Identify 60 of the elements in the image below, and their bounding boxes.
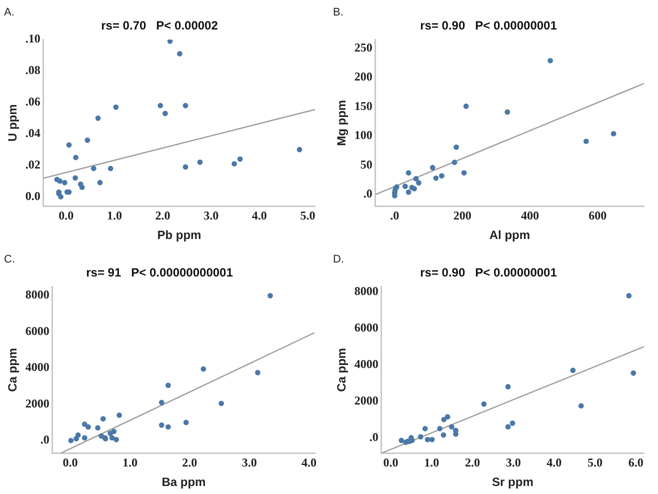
y-axis-title: U ppm — [6, 104, 20, 142]
y-tick-label: 4000 — [25, 360, 50, 374]
chart-subtitle: rs= 0.70 P< 0.00002 — [101, 18, 218, 33]
x-axis-title: Sr ppm — [492, 475, 534, 490]
y-tick-label: .0 — [369, 430, 378, 444]
chart-title: D. — [333, 254, 344, 266]
x-tick-label: 2.0 — [155, 208, 170, 222]
y-tick-label: 250 — [354, 40, 372, 54]
y-tick-label: .10 — [25, 32, 40, 46]
y-axis-title: Ca ppm — [334, 348, 349, 392]
y-tick-label: 2000 — [354, 393, 378, 408]
y-tick-label: 4000 — [354, 356, 378, 371]
x-tick-label: 0.0 — [62, 455, 78, 470]
x-tick-label: 4.0 — [302, 455, 317, 470]
x-tick-label: 1.0 — [122, 455, 138, 470]
x-tick-label: 0.0 — [383, 455, 398, 470]
x-tick-label: 400 — [520, 208, 539, 222]
y-tick-label: 0.0 — [25, 188, 40, 203]
y-tick-label: .06 — [25, 94, 40, 109]
x-tick-label: 2.0 — [182, 455, 198, 470]
x-axis-title: Ba ppm — [162, 475, 206, 490]
y-tick-label: .0 — [40, 432, 50, 447]
y-tick-label: 50 — [360, 157, 372, 172]
y-tick-label: 6000 — [354, 320, 378, 335]
y-tick-label: 100 — [354, 128, 372, 142]
x-tick-label: 4.0 — [546, 455, 562, 470]
y-axis-title: Ca ppm — [6, 348, 20, 392]
y-tick-label: .04 — [25, 126, 40, 140]
y-axis-title: Mg ppm — [334, 100, 349, 146]
y-tick-label: .02 — [25, 157, 40, 172]
x-axis-title: Al ppm — [489, 228, 530, 242]
y-tick-label: 8000 — [354, 284, 378, 298]
chart-title: A. — [4, 6, 14, 19]
x-tick-label: 3.0 — [506, 455, 521, 470]
y-tick-label: 200 — [354, 70, 372, 84]
x-tick-label: 5.0 — [300, 208, 316, 222]
x-tick-label: 1.0 — [106, 208, 122, 222]
x-tick-label: 5.0 — [587, 455, 602, 470]
y-tick-label: 6000 — [25, 324, 50, 338]
x-tick-label: 6.0 — [628, 455, 644, 470]
x-tick-label: 3.0 — [204, 208, 219, 222]
chart-title: B. — [333, 6, 344, 19]
y-tick-label: .08 — [25, 63, 40, 78]
x-tick-label: 3.0 — [242, 455, 257, 470]
x-tick-label: 1.0 — [424, 455, 440, 470]
y-tick-label: 150 — [354, 98, 372, 113]
x-tick-label: 2.0 — [464, 455, 480, 470]
y-tick-label: 2000 — [25, 396, 50, 410]
chart-title: C. — [4, 254, 15, 266]
x-tick-label: 600 — [588, 208, 607, 222]
x-axis-title: Pb ppm — [157, 228, 202, 242]
chart-subtitle: rs= 91 P< 0.00000000001 — [86, 266, 234, 280]
y-tick-label: 8000 — [25, 288, 50, 302]
y-tick-label: .0 — [363, 186, 372, 201]
chart-subtitle: rs= 0.90 P< 0.00000001 — [420, 18, 558, 33]
x-tick-label: .0 — [390, 208, 400, 222]
x-tick-label: 0.0 — [58, 208, 74, 222]
x-tick-label: 4.0 — [252, 208, 267, 222]
x-tick-label: 200 — [453, 208, 472, 222]
chart-subtitle: rs= 0.90 P< 0.00000001 — [420, 266, 558, 280]
